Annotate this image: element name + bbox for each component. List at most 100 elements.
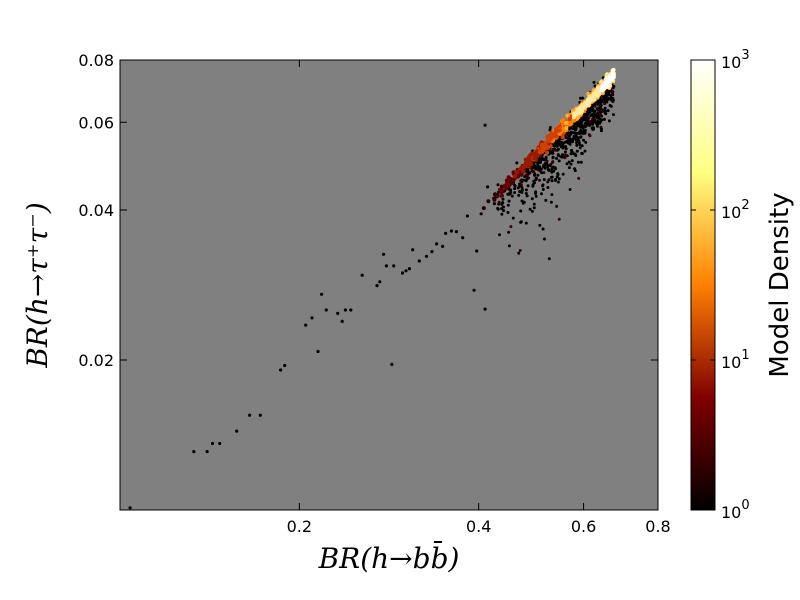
ridge-core-point [586, 97, 590, 102]
sparse-point [360, 273, 364, 277]
data-point [575, 149, 579, 153]
data-point [555, 175, 559, 179]
data-point [534, 194, 538, 198]
sparse-point [475, 249, 479, 253]
data-point [541, 157, 545, 161]
ridge-point [534, 150, 539, 155]
y-tick-label: 0.02 [78, 351, 114, 370]
data-point [587, 116, 591, 120]
data-point [569, 152, 573, 156]
data-point [496, 207, 500, 211]
data-point [598, 108, 602, 112]
sparse-point [340, 319, 344, 323]
data-point [599, 129, 603, 133]
data-point [537, 159, 541, 163]
sparse-point [320, 292, 324, 296]
data-point [550, 179, 554, 183]
y-axis-ticks: 0.02 0.04 0.06 0.08 [78, 51, 658, 370]
data-point [576, 160, 580, 164]
data-point [536, 173, 540, 177]
data-point [583, 149, 587, 153]
sparse-point [192, 450, 196, 454]
sparse-point [492, 202, 496, 206]
data-point [576, 131, 580, 135]
data-point [571, 140, 575, 144]
data-point [583, 116, 587, 120]
data-point [561, 153, 564, 157]
data-point [569, 162, 573, 166]
data-point [519, 220, 523, 224]
data-point [525, 194, 529, 198]
ridge-point [493, 192, 497, 197]
colorbar [690, 59, 716, 511]
x-axis-ticks: 0.2 0.4 0.6 0.8 [287, 60, 671, 536]
ridge-core-point [581, 106, 586, 110]
data-point [538, 166, 542, 170]
data-point [603, 102, 607, 106]
ridge-point [540, 142, 545, 147]
data-point [542, 178, 546, 181]
data-point [559, 141, 563, 145]
data-point [545, 159, 549, 163]
data-point [571, 137, 575, 141]
sparse-point [444, 231, 448, 235]
data-point [502, 205, 505, 209]
data-point [596, 112, 600, 115]
data-point [544, 198, 548, 202]
data-point [547, 257, 551, 261]
ridge-point [511, 178, 516, 183]
sparse-point [400, 271, 405, 275]
ridge-point [504, 178, 509, 183]
ridge-core-point [595, 88, 600, 93]
data-point [522, 200, 526, 204]
plot-frame [119, 59, 659, 511]
data-point [573, 125, 577, 129]
data-point [578, 146, 582, 150]
ridge-point [611, 67, 616, 72]
data-point [556, 180, 560, 184]
data-point [578, 143, 582, 147]
data-point [541, 188, 545, 191]
sparse-point [411, 248, 415, 252]
data-point [594, 121, 598, 125]
data-point [569, 126, 573, 130]
data-point [544, 156, 548, 160]
sparse-point [441, 244, 445, 248]
data-point [501, 201, 505, 205]
ridge-point [513, 174, 518, 179]
data-point [554, 167, 557, 171]
data-point [563, 153, 567, 157]
data-point [570, 159, 574, 163]
data-point [548, 126, 552, 129]
data-point [584, 112, 587, 116]
data-point [551, 160, 555, 164]
sparse-point [128, 506, 132, 510]
ridge-point [540, 145, 545, 150]
data-point [608, 104, 612, 107]
sparse-point [343, 308, 347, 312]
data-point [526, 184, 530, 188]
data-point [590, 126, 594, 130]
ridge-core-point [571, 115, 576, 120]
data-point [550, 175, 554, 179]
sparse-point [392, 264, 396, 268]
data-point [585, 120, 589, 124]
colorbar-title: Model Density [765, 192, 795, 377]
x-tick-label: 0.6 [571, 517, 596, 536]
colorbar-tick-label: 100 [721, 498, 750, 522]
ridge-point [526, 164, 531, 169]
sparse-point [235, 429, 239, 433]
sparse-point [486, 185, 490, 189]
data-point [566, 141, 570, 145]
data-point [532, 206, 536, 210]
data-point [530, 209, 534, 213]
colorbar-ticks: 100 101 102 103 [691, 48, 750, 522]
ridge-point [532, 156, 537, 161]
sparse-point [404, 269, 408, 273]
data-point [517, 193, 521, 197]
data-point [563, 156, 567, 160]
ridge-point [560, 135, 565, 140]
data-point [542, 237, 546, 241]
data-point [520, 199, 524, 203]
data-point [534, 167, 538, 171]
